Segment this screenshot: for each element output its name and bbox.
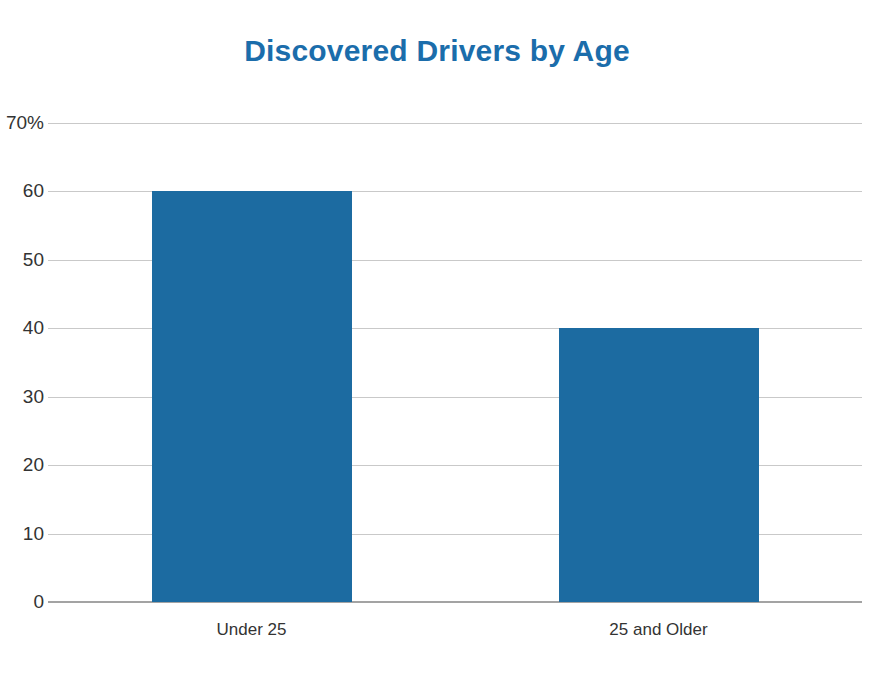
plot-area: 70%6050403020100Under 2525 and Older (48, 123, 862, 602)
y-tick-label: 60 (0, 180, 44, 202)
y-tick-label: 30 (0, 386, 44, 408)
y-tick-label: 70% (0, 112, 44, 134)
y-tick-label: 0 (0, 591, 44, 613)
y-tick-label: 10 (0, 523, 44, 545)
y-tick-label: 20 (0, 454, 44, 476)
y-tick-label: 40 (0, 317, 44, 339)
chart-title: Discovered Drivers by Age (0, 34, 874, 68)
y-tick-label: 50 (0, 249, 44, 271)
x-category-label: 25 and Older (609, 620, 707, 640)
bar-under-25 (152, 191, 352, 602)
bar-25-and-older (559, 328, 759, 602)
x-category-label: Under 25 (217, 620, 287, 640)
chart-canvas: Discovered Drivers by Age 70%60504030201… (0, 0, 874, 674)
gridline (48, 123, 862, 124)
